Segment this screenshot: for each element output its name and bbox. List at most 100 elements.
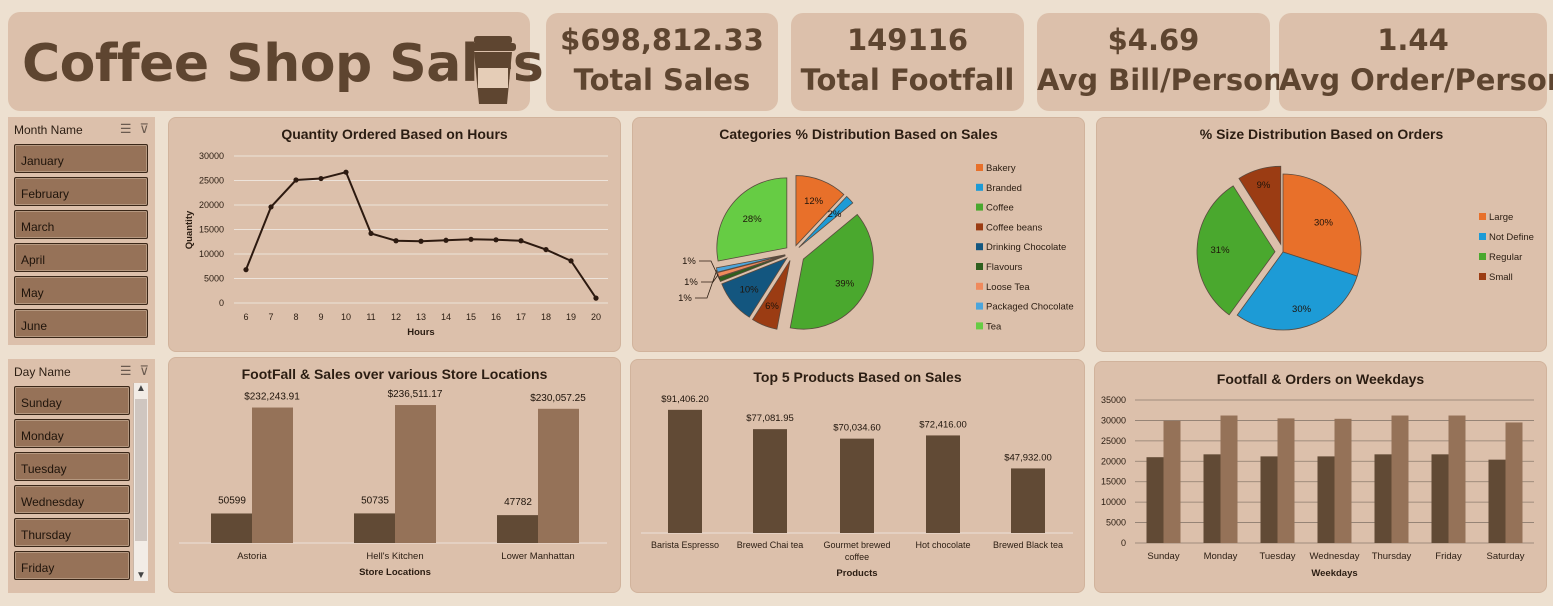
slicer-item-wednesday[interactable]: Wednesday: [14, 485, 130, 514]
y-tick-label: 20000: [1101, 456, 1126, 466]
slicer-item-january[interactable]: January: [14, 144, 148, 173]
products-chart-panel: Top 5 Products Based on Sales $91,406.20…: [630, 359, 1085, 593]
footfall-bar: [211, 513, 252, 543]
data-label: 50599: [218, 495, 246, 506]
legend-label: Coffee beans: [986, 222, 1043, 233]
coffee-cup-icon: [470, 36, 516, 104]
data-point: [293, 177, 299, 183]
chart-title: Top 5 Products Based on Sales: [753, 369, 962, 385]
data-label: 31%: [1211, 245, 1231, 256]
pie-slice: [751, 260, 791, 330]
data-label: 1%: [684, 277, 698, 288]
hours-line-chart: 0 5000 10000 15000 20000 25000 30000 6 7 8 9 10 11 12…: [184, 151, 608, 338]
data-label: 30%: [1314, 218, 1334, 229]
x-tick-label: 18: [541, 312, 551, 322]
pie-slice: [798, 195, 854, 248]
x-tick-label: Sunday: [1147, 551, 1179, 562]
legend-label: Small: [1489, 272, 1513, 283]
y-axis-label: Quantity: [184, 210, 195, 249]
chart-title: FootFall & Sales over various Store Loca…: [241, 366, 548, 382]
slicer-item-tuesday[interactable]: Tuesday: [14, 452, 130, 481]
chart-title: Footfall & Orders on Weekdays: [1216, 371, 1425, 387]
y-tick-label: 30000: [1101, 415, 1126, 425]
data-label: $72,416.00: [919, 419, 967, 430]
multi-select-icon[interactable]: ☰: [119, 121, 132, 136]
x-tick-label: 17: [516, 312, 526, 322]
x-tick-label: Thursday: [1372, 551, 1412, 562]
data-label: 28%: [743, 214, 763, 225]
product-bar: [1011, 468, 1045, 533]
kpi-avg-order: 1.44 Avg Order/Person: [1279, 13, 1553, 111]
scroll-thumb[interactable]: [135, 399, 147, 541]
data-label: $232,243.91: [244, 392, 300, 403]
x-tick-label: Tuesday: [1259, 551, 1295, 562]
slicer-item-thursday[interactable]: Thursday: [14, 518, 130, 547]
x-tick-label: Lower Manhattan: [501, 551, 574, 562]
clear-filter-icon[interactable]: ⊽: [139, 363, 149, 378]
y-tick-label: 25000: [1101, 436, 1126, 446]
footfall-bar: [1317, 456, 1335, 543]
pie-slice: [715, 254, 786, 273]
kpi-value: $698,812.33: [560, 23, 764, 57]
slicer-item-april[interactable]: April: [14, 243, 148, 272]
orders-bar: [1220, 415, 1238, 543]
chart-title: % Size Distribution Based on Orders: [1199, 126, 1444, 142]
x-tick-label: 20: [591, 312, 601, 322]
kpi-label: Total Footfall: [800, 63, 1015, 97]
dashboard-title: Coffee Shop Sales: [22, 34, 544, 94]
sales-bar: [252, 407, 293, 543]
x-tick-label: 19: [566, 312, 576, 322]
kpi-label: Total Sales: [573, 63, 751, 97]
data-point: [393, 238, 399, 244]
slicer-item-february[interactable]: February: [14, 177, 148, 206]
kpi-label: Avg Bill/Person: [1037, 63, 1284, 97]
slicer-item-sunday[interactable]: Sunday: [14, 386, 130, 415]
data-point: [543, 246, 549, 253]
x-tick-label: 16: [491, 312, 501, 322]
multi-select-icon[interactable]: ☰: [119, 363, 132, 378]
legend-label: Drinking Chocolate: [986, 242, 1066, 253]
scroll-up-icon[interactable]: ▲: [136, 383, 146, 394]
slicer-item-monday[interactable]: Monday: [14, 419, 130, 448]
leader-line: [695, 269, 718, 299]
categories-pie-chart: 12% Bakery 2% Branded 39% Coffee 6% Coffee bean…: [678, 163, 1074, 332]
footfall-bar: [1374, 454, 1392, 543]
legend-swatch: [1479, 273, 1486, 280]
legend-label: Not Define: [1489, 232, 1534, 243]
orders-bar: [1448, 415, 1466, 543]
data-label: $77,081.95: [746, 413, 794, 424]
y-tick-label: 0: [1121, 538, 1126, 548]
data-label: 47782: [504, 497, 532, 508]
slicer-item-may[interactable]: May: [14, 276, 148, 305]
y-tick-label: 10000: [1101, 497, 1126, 507]
orders-bar: [1391, 415, 1409, 543]
clear-filter-icon[interactable]: ⊽: [139, 121, 149, 136]
slicer-item-friday[interactable]: Friday: [14, 551, 130, 580]
slicer-item-march[interactable]: March: [14, 210, 148, 239]
data-label: 30%: [1292, 304, 1312, 315]
scroll-down-icon[interactable]: ▼: [136, 570, 146, 581]
y-tick-label: 35000: [1101, 395, 1126, 405]
x-tick-label: 10: [341, 312, 351, 322]
y-tick-label: 5000: [1106, 518, 1126, 528]
legend-label: Large: [1489, 212, 1513, 223]
legend-label: Tea: [986, 321, 1002, 332]
legend-swatch: [1479, 253, 1486, 260]
y-tick-label: 15000: [1101, 477, 1126, 487]
x-tick-label: Hell's Kitchen: [366, 551, 423, 562]
legend-label: Bakery: [986, 163, 1016, 174]
legend-label: Regular: [1489, 252, 1522, 263]
product-bar: [926, 435, 960, 533]
legend-swatch: [1479, 233, 1486, 240]
weekdays-chart-panel: Footfall & Orders on Weekdays 0 5000 10000…: [1094, 361, 1547, 593]
x-tick-label: 14: [441, 312, 451, 322]
product-bar: [668, 409, 702, 533]
pie-slice: [721, 257, 788, 318]
pie-slice: [789, 213, 874, 330]
legend-swatch: [976, 243, 983, 251]
y-tick-label: 25000: [199, 176, 224, 186]
x-tick-label: 8: [293, 312, 298, 322]
slicer-scrollbar[interactable]: ▲ ▼: [133, 383, 148, 581]
slicer-item-june[interactable]: June: [14, 309, 148, 338]
data-point: [418, 238, 424, 244]
